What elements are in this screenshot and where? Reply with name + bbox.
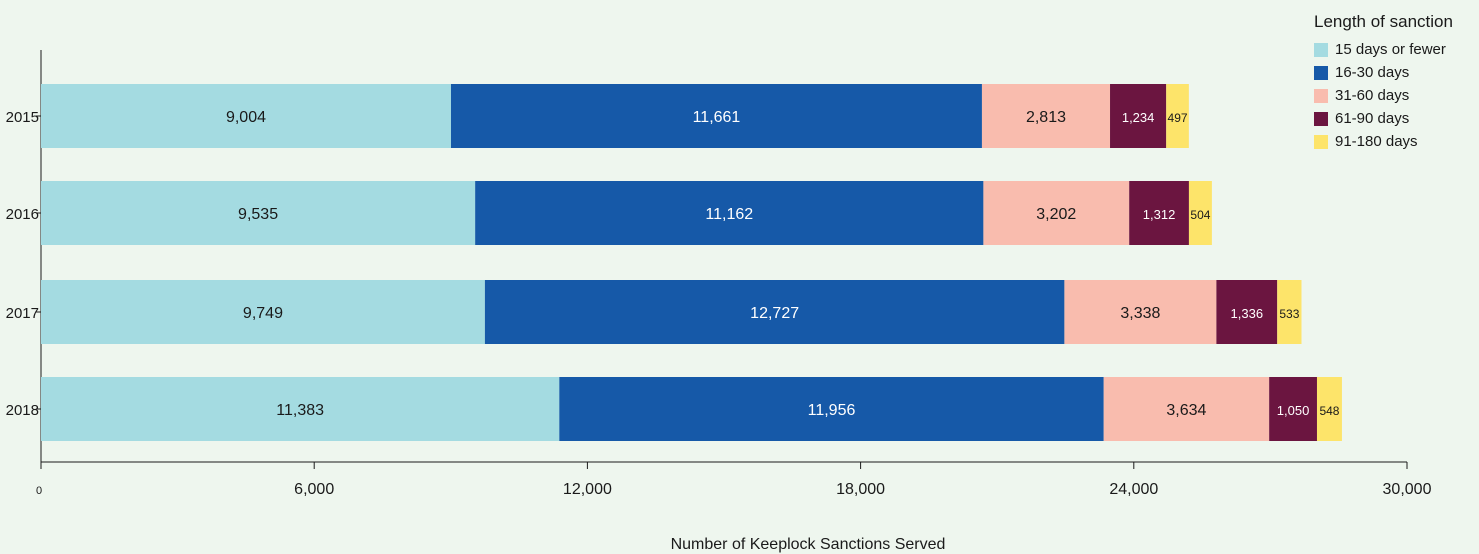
legend-swatch xyxy=(1314,88,1328,103)
x-tick-label: 30,000 xyxy=(1383,481,1432,498)
y-tick-label: 2015 xyxy=(6,109,39,126)
legend-items: 15 days or fewer 16-30 days 31-60 days 61-9… xyxy=(1314,38,1453,153)
data-label: 504 xyxy=(1190,208,1210,222)
x-tick-label: 24,000 xyxy=(1109,481,1158,498)
y-tick-label: 2016 xyxy=(6,206,39,223)
x-axis-title: Number of Keeplock Sanctions Served xyxy=(671,536,946,553)
data-label: 11,661 xyxy=(693,109,741,126)
bar-segment xyxy=(1269,377,1317,441)
data-label: 1,336 xyxy=(1231,306,1264,321)
bar-segment xyxy=(484,280,1065,344)
legend-swatch xyxy=(1314,42,1328,57)
bar-segment xyxy=(1166,84,1189,148)
legend-item: 15 days or fewer xyxy=(1314,38,1453,61)
bar-segment xyxy=(983,181,1130,245)
legend-item: 31-60 days xyxy=(1314,84,1453,107)
legend-label: 15 days or fewer xyxy=(1335,41,1446,58)
bar-segment xyxy=(1216,280,1278,344)
data-label: 9,535 xyxy=(238,206,278,223)
data-label: 497 xyxy=(1168,111,1188,125)
x-tick-label: 0 xyxy=(36,485,42,497)
legend-label: 16-30 days xyxy=(1335,64,1410,81)
legend-label: 61-90 days xyxy=(1335,110,1410,127)
data-label: 1,234 xyxy=(1122,110,1155,125)
x-tick-label: 18,000 xyxy=(836,481,885,498)
data-label: 9,004 xyxy=(226,109,266,126)
data-label: 2,813 xyxy=(1026,109,1066,126)
data-label: 11,383 xyxy=(276,402,324,419)
data-label: 3,634 xyxy=(1166,402,1206,419)
bar-segment xyxy=(1129,181,1189,245)
data-label: 9,749 xyxy=(243,305,283,322)
data-label: 548 xyxy=(1319,404,1339,418)
legend-item: 16-30 days xyxy=(1314,61,1453,84)
legend-title: Length of sanction xyxy=(1314,12,1453,31)
legend-swatch xyxy=(1314,111,1328,126)
y-tick-label: 2018 xyxy=(6,402,39,419)
data-label: 1,312 xyxy=(1143,207,1176,222)
bar-segment xyxy=(1064,280,1217,344)
legend-swatch xyxy=(1314,65,1328,80)
data-label: 11,162 xyxy=(705,206,753,223)
bar-segment xyxy=(41,377,560,441)
bar-segment xyxy=(41,280,485,344)
x-tick-label: 6,000 xyxy=(294,481,334,498)
bar-segment xyxy=(1103,377,1270,441)
data-label: 3,338 xyxy=(1120,305,1160,322)
legend-label: 91-180 days xyxy=(1335,133,1418,150)
bar-segment xyxy=(475,181,984,245)
bar-segment xyxy=(559,377,1104,441)
legend-label: 31-60 days xyxy=(1335,87,1410,104)
bar-segment xyxy=(1316,377,1342,441)
data-label: 1,050 xyxy=(1277,403,1310,418)
data-label: 12,727 xyxy=(750,305,799,322)
legend-swatch xyxy=(1314,134,1328,149)
bar-segment xyxy=(1110,84,1167,148)
legend-item: 61-90 days xyxy=(1314,107,1453,130)
legend: Length of sanction 15 days or fewer 16-30… xyxy=(1314,12,1453,153)
x-tick-label: 12,000 xyxy=(563,481,612,498)
bar-segment xyxy=(981,84,1111,148)
bar-segment xyxy=(41,84,451,148)
y-tick-label: 2017 xyxy=(6,305,39,322)
bar-segment xyxy=(1277,280,1302,344)
bar-segment xyxy=(450,84,982,148)
data-label: 11,956 xyxy=(808,402,856,419)
bar-segment xyxy=(1188,181,1212,245)
legend-item: 91-180 days xyxy=(1314,130,1453,153)
data-label: 533 xyxy=(1279,307,1299,321)
data-label: 3,202 xyxy=(1036,206,1076,223)
bar-segment xyxy=(41,181,476,245)
